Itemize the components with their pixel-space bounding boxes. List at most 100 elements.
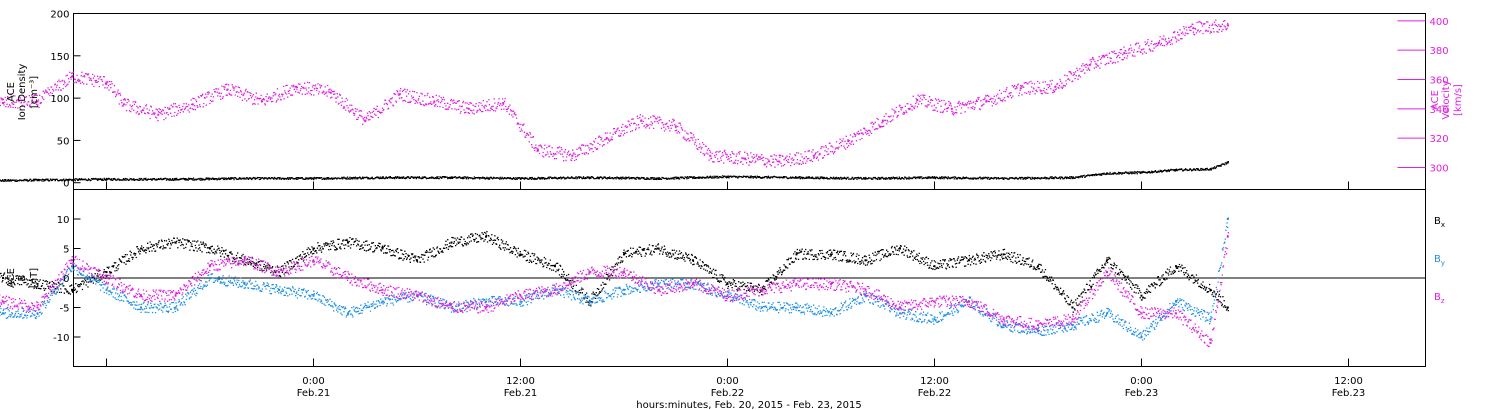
bz-point	[968, 300, 970, 303]
by-point	[1175, 300, 1177, 303]
bz-point	[830, 282, 832, 285]
bz-point	[1209, 341, 1212, 344]
density-tick-label: 0	[63, 179, 69, 190]
date-tick-label: Feb.21	[297, 388, 331, 399]
by-point	[657, 282, 660, 285]
velocity-point	[1019, 87, 1022, 90]
by-point	[312, 294, 315, 297]
time-tick-label: 0:00	[716, 376, 738, 387]
time-tick-label: 0:00	[1130, 376, 1152, 387]
velocity-point	[1123, 52, 1126, 55]
bx-point	[1209, 288, 1212, 291]
by-dots	[0, 217, 1229, 341]
velocity-axis: 300 320 340 360 380 400	[1397, 17, 1449, 175]
bx-point	[726, 282, 729, 285]
velocity-point	[191, 103, 194, 106]
velocity-axis-title: ACE	[1430, 90, 1441, 110]
by-point	[519, 300, 522, 303]
bz-point	[1226, 235, 1229, 238]
bx-point	[485, 235, 487, 238]
legend-by: By	[1434, 254, 1445, 267]
velocity-tick-label: 300	[1430, 164, 1449, 175]
bx-point	[381, 247, 384, 250]
by-point	[899, 312, 901, 315]
velocity-point	[950, 107, 953, 110]
bz-point	[864, 288, 867, 291]
bz-point	[485, 306, 487, 309]
bx-point	[347, 241, 349, 244]
bx-point	[36, 282, 39, 285]
bz-point	[381, 288, 384, 291]
by-point	[71, 265, 73, 268]
b-tick-label: 0	[63, 274, 69, 285]
density-axis-title-2: Ion Density	[17, 64, 28, 121]
velocity-axis-units: [km/s]	[1453, 84, 1464, 116]
velocity-point	[122, 103, 125, 106]
bz-point	[1037, 324, 1039, 327]
bx-point	[1002, 253, 1005, 256]
bx-point	[1106, 259, 1108, 262]
density-tick-label: 150	[50, 52, 69, 63]
bx-point	[554, 265, 556, 268]
b-tick-label: 5	[63, 245, 69, 256]
velocity-point	[2, 102, 4, 104]
time-tick-label: 0:00	[302, 376, 324, 387]
time-tick-label: 12:00	[920, 376, 949, 387]
bx-point	[519, 253, 522, 256]
bz-point	[174, 294, 177, 297]
by-point	[174, 306, 177, 309]
date-tick-label: Feb.23	[1125, 388, 1159, 399]
bx-point	[450, 241, 453, 244]
time-axis: 0:00Feb.2112:00Feb.210:00Feb.2212:00Feb.…	[106, 181, 1365, 399]
bx-point	[312, 247, 315, 250]
velocity-tick-label: 400	[1430, 17, 1449, 28]
by-point	[1226, 218, 1229, 220]
velocity-axis-title-2: Velocity	[1441, 80, 1452, 119]
bz-point	[623, 271, 625, 274]
bz-point	[312, 259, 315, 262]
velocity-point	[71, 75, 73, 78]
bz-point	[1140, 312, 1143, 315]
legend-bx: Bx	[1434, 216, 1445, 229]
velocity-point	[1226, 24, 1229, 27]
by-point	[1140, 336, 1143, 338]
velocity-point	[105, 81, 108, 84]
by-point	[105, 288, 108, 291]
velocity-point	[536, 148, 539, 151]
bx-point	[830, 253, 832, 256]
x-axis-title: hours:minutes, Feb. 20, 2015 - Feb. 23, …	[636, 400, 861, 410]
velocity-point	[433, 100, 436, 103]
density-series	[0, 160, 1229, 183]
velocity-point	[502, 102, 505, 104]
density-dots	[0, 160, 1229, 183]
b-axis-title-2: B	[17, 274, 28, 281]
bz-point	[243, 259, 246, 262]
bz-point	[71, 259, 73, 262]
velocity-point	[329, 91, 332, 94]
velocity-point	[985, 100, 988, 103]
bz-point	[105, 277, 108, 279]
velocity-tick-label: 340	[1430, 105, 1449, 116]
by-point	[243, 282, 246, 285]
b-axis-title: ACE	[6, 268, 17, 288]
bx-point	[623, 253, 625, 256]
velocity-point	[467, 107, 470, 110]
density-tick-label: 50	[57, 136, 70, 147]
velocity-point	[812, 154, 815, 157]
bz-point	[450, 306, 453, 309]
velocity-point	[36, 100, 39, 103]
velocity-point	[709, 154, 712, 157]
b-legend: Bx By Bz	[1434, 216, 1445, 305]
date-tick-label: Feb.22	[918, 388, 952, 399]
bx-point	[2, 277, 4, 279]
velocity-point	[916, 99, 919, 101]
velocity-dots	[0, 19, 1229, 168]
date-tick-label: Feb.21	[504, 388, 538, 399]
density-point	[1071, 176, 1074, 179]
date-tick-label: Feb.22	[711, 388, 745, 399]
density-tick-label: 100	[50, 94, 69, 105]
bz-point	[209, 265, 211, 268]
velocity-series	[0, 19, 1229, 168]
by-point	[933, 318, 936, 321]
